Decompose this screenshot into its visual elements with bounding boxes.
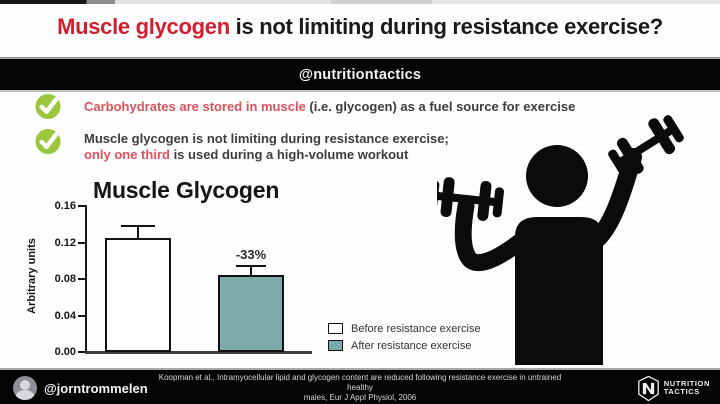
y-tick-mark [78,278,85,280]
citation-line1: Koopman et al., Intramyocellular lipid a… [158,373,562,392]
y-tick-label: 0.00 [54,346,76,358]
chart-legend: Before resistance exercise After resista… [328,320,481,354]
bar-chart-plot: 0.00 0.04 0.08 0.12 0.16 -33% [55,200,312,358]
y-tick-label: 0.08 [54,273,76,285]
nutrition-tactics-logo-icon [637,375,659,401]
brand-text: NUTRITION TACTICS [663,378,710,397]
title-highlight: Muscle glycogen [57,14,230,39]
brand-lockup: NUTRITION TACTICS [637,370,710,404]
checkmark-icon [35,128,61,155]
legend-label-before: Before resistance exercise [351,322,481,335]
chart-title: Muscle Glycogen [93,177,280,203]
bullet-2-dark-text: is used during a high-volume workout [169,146,409,162]
bullet-1-red-text: Carbohydrates are stored in muscle [84,99,306,114]
author-handle: @jorntrommelen [44,380,148,396]
bullet-2-line1: Muscle glycogen is not limiting during r… [84,131,449,146]
percent-change-label: -33% [235,247,267,263]
bullet-2-red-text: only one third [84,146,170,162]
footer-author: @jorntrommelen [13,370,148,404]
weightlifter-silhouette-icon [437,115,684,365]
y-tick-mark [78,351,85,353]
error-bar-stem [137,227,139,240]
checkmark-icon [35,93,61,120]
legend-swatch-before [328,323,343,334]
error-bar-stem [250,267,252,278]
error-bar-cap [121,225,155,227]
bar-before-exercise [105,237,171,352]
y-tick-label: 0.04 [54,309,76,322]
brand-line1: NUTRITION [663,378,710,388]
citation: Koopman et al., Intramyocellular lipid a… [150,370,570,404]
y-tick-mark [78,205,85,207]
brand-line2: TACTICS [663,387,700,396]
y-tick-mark [78,314,85,317]
handle-banner: @nutritiontactics [0,57,720,92]
legend-label-after: After resistance exercise [351,339,472,352]
error-bar-cap [236,265,266,268]
y-axis-line [85,205,87,352]
avatar-body-shape [16,390,34,400]
legend-item-after: After resistance exercise [328,337,481,354]
bullet-1-dark-text: (i.e. glycogen) as a fuel source for exe… [305,99,576,114]
y-tick-mark [78,241,85,244]
legend-item-before: Before resistance exercise [328,320,481,337]
bullet-carbohydrates: Carbohydrates are stored in muscle (i.e.… [84,99,575,115]
x-axis-line [85,351,312,354]
handle-text: @nutritiontactics [298,66,422,83]
page-title: Muscle glycogen is not limiting during r… [0,14,720,40]
bar-after-exercise [218,275,284,352]
top-edge-strip [0,0,720,4]
avatar-head-shape [20,380,30,390]
bullet-glycogen-limit: Muscle glycogen is not limiting during r… [84,131,449,162]
y-tick-label: 0.12 [54,236,76,249]
y-tick-label: 0.16 [54,200,76,212]
title-rest: is not limiting during resistance exerci… [229,14,664,39]
footer-banner: @jorntrommelen Koopman et al., Intramyoc… [0,368,720,404]
legend-swatch-after [328,340,343,351]
avatar [13,376,37,400]
citation-line2: males, Eur J Appl Physiol, 2006 [303,393,417,402]
